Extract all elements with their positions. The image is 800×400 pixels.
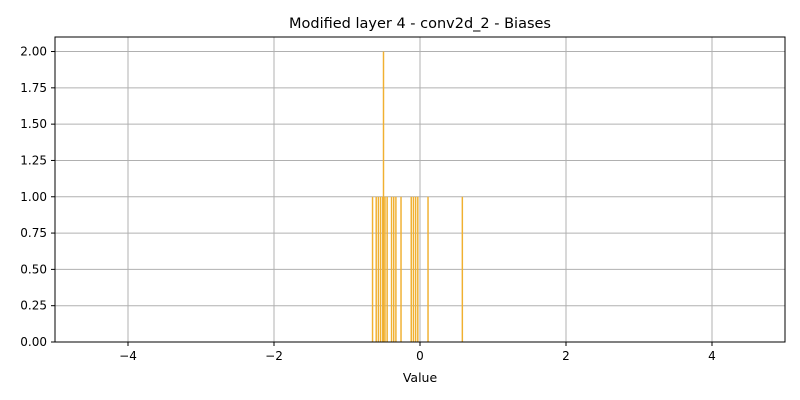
histogram-bar xyxy=(417,196,419,342)
histogram-bar xyxy=(375,196,377,342)
histogram-bar xyxy=(390,196,393,342)
bars xyxy=(371,51,464,343)
histogram-bar xyxy=(427,196,429,342)
y-tick-label: 0.50 xyxy=(20,262,47,276)
histogram-bar xyxy=(386,196,388,342)
chart-title: Modified layer 4 - conv2d_2 - Biases xyxy=(289,16,551,32)
y-tick-label: 1.00 xyxy=(20,190,47,204)
y-tick-label: 0.75 xyxy=(20,226,47,240)
histogram-bar xyxy=(377,196,380,342)
histogram-bar xyxy=(410,196,412,342)
y-tick-label: 1.50 xyxy=(20,117,47,131)
histogram-bar xyxy=(382,51,385,343)
histogram-bar xyxy=(414,196,417,342)
histogram-bar xyxy=(384,196,386,342)
histogram-bar xyxy=(379,196,382,342)
y-tick-label: 1.75 xyxy=(20,81,47,95)
x-tick-label: −2 xyxy=(265,349,283,363)
x-tick-label: 4 xyxy=(708,349,716,363)
histogram-bar xyxy=(371,196,374,342)
y-tick-label: 2.00 xyxy=(20,45,47,59)
y-tick-label: 0.00 xyxy=(20,335,47,349)
x-tick-label: 0 xyxy=(416,349,424,363)
y-tick-label: 0.25 xyxy=(20,299,47,313)
x-axis-label: Value xyxy=(403,370,438,385)
y-axis-ticks: 0.00 0.25 0.50 0.75 1.00 1.25 1.50 1.75 2.00 xyxy=(20,45,55,349)
histogram-bar xyxy=(392,196,395,342)
x-tick-label: −4 xyxy=(119,349,137,363)
histogram-bar xyxy=(395,196,397,342)
histogram-bar xyxy=(400,196,402,342)
x-axis-ticks: −4 −2 0 2 4 xyxy=(119,342,716,363)
histogram-bar xyxy=(412,196,415,342)
y-tick-label: 1.25 xyxy=(20,153,47,167)
histogram-bar xyxy=(461,196,464,342)
x-tick-label: 2 xyxy=(562,349,570,363)
